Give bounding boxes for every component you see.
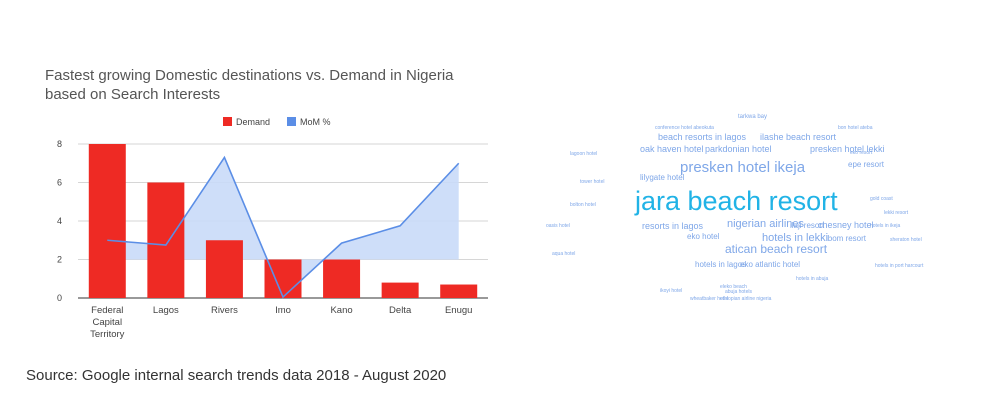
x-tick-label: Imo bbox=[275, 305, 291, 316]
demand-bars bbox=[88, 144, 478, 298]
x-tick-label: Capital bbox=[92, 317, 122, 328]
cloud-word: beach resorts in lagos bbox=[658, 132, 747, 142]
y-tick-label: 0 bbox=[57, 293, 62, 303]
cloud-word: lekki resort bbox=[884, 210, 909, 216]
x-tick-label: Kano bbox=[330, 305, 352, 316]
bar-demand bbox=[205, 240, 243, 298]
x-tick-label: Delta bbox=[389, 305, 412, 316]
cloud-word: ilaji resort bbox=[790, 221, 825, 230]
legend-label-demand: Demand bbox=[236, 117, 270, 127]
cloud-word: presken hotel ikeja bbox=[680, 159, 806, 176]
cloud-word: eleko beach bbox=[720, 284, 747, 290]
cloud-word: epe resort bbox=[848, 160, 885, 169]
y-tick-label: 6 bbox=[57, 178, 62, 188]
cloud-word: hotels in ikeja bbox=[870, 223, 901, 229]
legend-swatch-demand bbox=[223, 117, 232, 126]
x-tick-label: Federal bbox=[91, 305, 123, 316]
cloud-word: lilygate hotel bbox=[640, 173, 685, 182]
legend-swatch-mom bbox=[287, 117, 296, 126]
source-note: Source: Google internal search trends da… bbox=[26, 367, 447, 384]
cloud-word: nigerian airlines bbox=[727, 218, 805, 230]
cloud-word: chesney hotel bbox=[818, 220, 874, 230]
y-tick-label: 2 bbox=[57, 255, 62, 265]
cloud-word: hotels in lekki bbox=[762, 232, 828, 244]
cloud-word: atican beach resort bbox=[725, 242, 828, 256]
cloud-word: aqua hotel bbox=[552, 251, 575, 257]
cloud-word: wheatbaker hotel bbox=[690, 296, 728, 302]
cloud-word: ikoyi hotel bbox=[660, 288, 682, 294]
cloud-word: eko hotel bbox=[687, 232, 720, 241]
cloud-word: hotels in port harcourt bbox=[875, 263, 924, 269]
bar-demand bbox=[381, 282, 419, 298]
x-tick-label: Rivers bbox=[211, 305, 238, 316]
cloud-word: jara beach resort bbox=[634, 186, 838, 216]
x-tick-label: Lagos bbox=[153, 305, 179, 316]
cloud-word: tower hotel bbox=[580, 179, 604, 185]
cloud-word: ethiopian airline nigeria bbox=[720, 296, 772, 302]
legend-label-mom: MoM % bbox=[300, 117, 331, 127]
y-tick-label: 4 bbox=[57, 216, 62, 226]
cloud-word: hotels in lagos bbox=[695, 260, 746, 269]
bar-demand bbox=[323, 259, 361, 298]
cloud-word: abuja hotels bbox=[725, 289, 752, 295]
cloud-word: sheraton hotel bbox=[890, 237, 922, 243]
cloud-word: conference hotel abeokuta bbox=[655, 125, 714, 131]
cloud-word: oak haven hotel bbox=[640, 144, 704, 154]
cloud-word: eko atlantic hotel bbox=[740, 260, 800, 269]
chart-title: Fastest growing Domestic destinations vs… bbox=[45, 66, 515, 104]
bar-demand bbox=[147, 182, 185, 298]
chart-title-line-1: Fastest growing Domestic destinations vs… bbox=[45, 67, 454, 84]
word-cloud: jara beach resort presken hotel ikeja atic… bbox=[546, 114, 924, 302]
cloud-word: eko resort bbox=[850, 150, 873, 156]
cloud-word: ilashe beach resort bbox=[760, 132, 837, 142]
cloud-word: lagoon hotel bbox=[570, 151, 597, 157]
cloud-word: tarkwa bay bbox=[738, 114, 767, 120]
cloud-word: parkdonian hotel bbox=[705, 144, 772, 154]
cloud-word: bon hotel ateba bbox=[838, 125, 873, 131]
cloud-word: hotels in abuja bbox=[796, 276, 828, 282]
cloud-word: gold coast bbox=[870, 196, 893, 202]
bar-demand bbox=[88, 144, 126, 298]
y-tick-label: 8 bbox=[57, 139, 62, 149]
bar-demand bbox=[440, 284, 478, 298]
cloud-word: oasis hotel bbox=[546, 223, 570, 229]
cloud-word: resorts in lagos bbox=[642, 221, 704, 231]
x-tick-label: Territory bbox=[90, 329, 125, 340]
legend: Demand MoM % bbox=[223, 117, 331, 127]
cloud-word: ibom resort bbox=[826, 234, 867, 243]
cloud-word: presken hotel lekki bbox=[810, 144, 885, 154]
x-tick-label: Enugu bbox=[445, 305, 472, 316]
chart-title-line-2: based on Search Interests bbox=[45, 86, 221, 103]
mom-line bbox=[107, 155, 460, 299]
cloud-word: bolton hotel bbox=[570, 202, 596, 208]
